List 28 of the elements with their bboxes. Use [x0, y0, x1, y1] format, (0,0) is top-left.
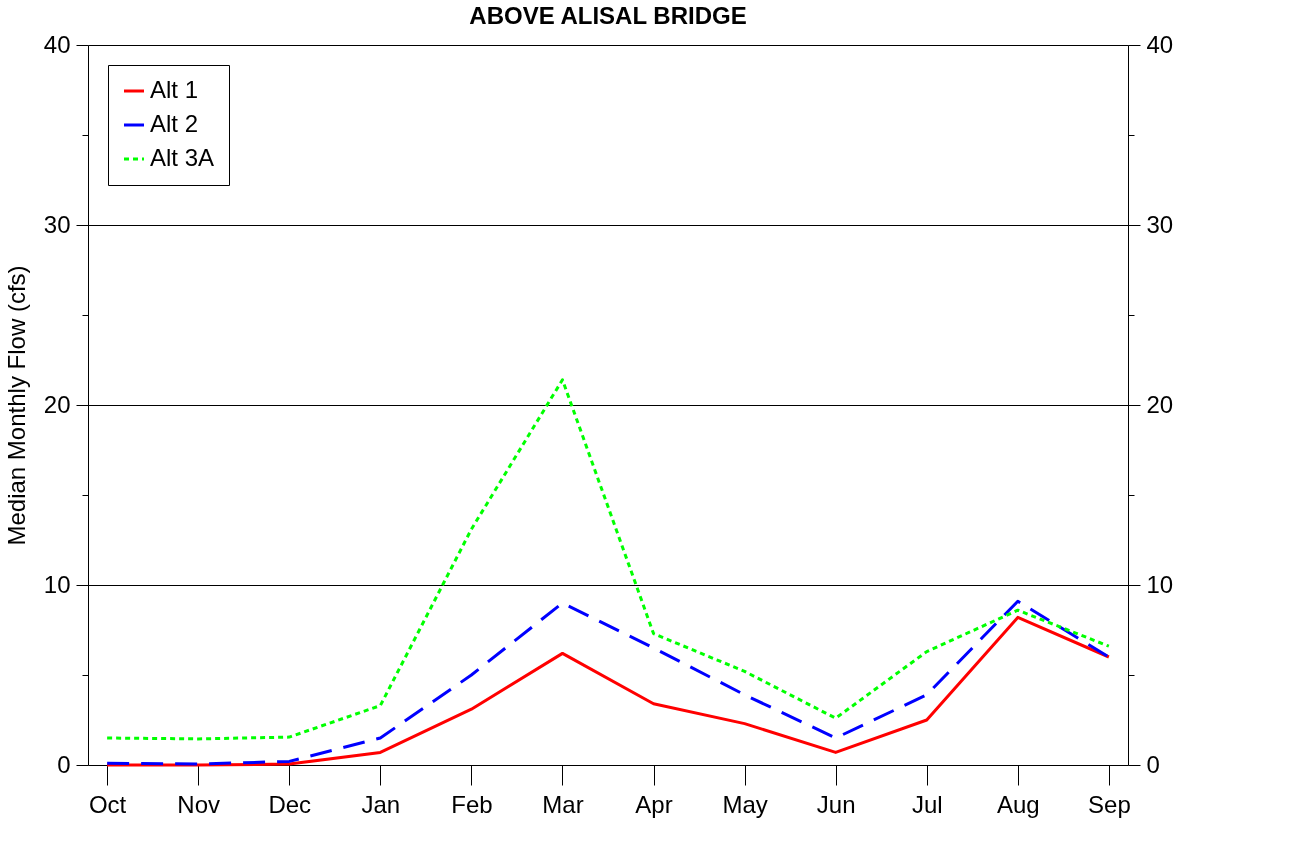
x-tick-label: Aug	[996, 790, 1040, 818]
legend-label: Alt 1	[150, 76, 199, 103]
y2-tick-label: 20	[1146, 390, 1174, 418]
legend-label: Alt 3A	[150, 144, 215, 171]
y-tick-label: 10	[43, 570, 71, 598]
y-tick-label: 30	[43, 210, 71, 238]
chart-title: ABOVE ALISAL BRIDGE	[469, 2, 747, 29]
x-tick-label: Mar	[542, 790, 584, 818]
x-tick-label: Jan	[361, 790, 401, 818]
y-axis-title: Median Monthly Flow (cfs)	[2, 265, 30, 546]
x-tick-label: Jun	[816, 790, 856, 818]
y-tick-label: 0	[57, 750, 71, 778]
y-tick-label: 20	[43, 390, 71, 418]
x-tick-label: Oct	[88, 790, 127, 818]
x-tick-label: Sep	[1088, 790, 1131, 818]
x-tick-label: Jul	[911, 790, 943, 818]
y-tick-label: 40	[43, 30, 71, 58]
x-tick-label: May	[722, 790, 768, 818]
y2-tick-label: 40	[1146, 30, 1174, 58]
y2-tick-label: 30	[1146, 210, 1174, 238]
x-tick-label: Apr	[635, 790, 673, 818]
y2-tick-label: 0	[1146, 750, 1160, 778]
line-series	[105, 378, 1111, 741]
x-tick-label: Nov	[177, 790, 221, 818]
legend-label: Alt 2	[150, 110, 199, 137]
x-tick-label: Dec	[268, 790, 312, 818]
y2-tick-label: 10	[1146, 570, 1174, 598]
x-tick-label: Feb	[451, 790, 493, 818]
